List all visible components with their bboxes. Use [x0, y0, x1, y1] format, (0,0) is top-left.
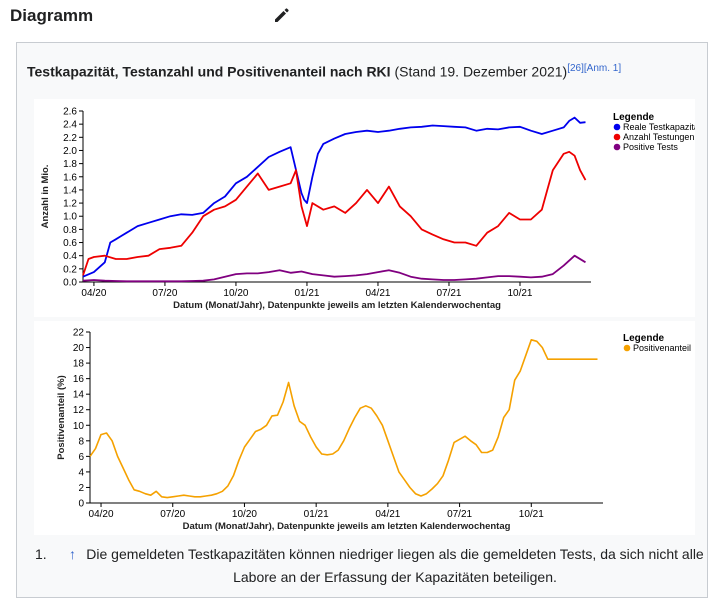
- legend-label-1: Positivenanteil: [633, 343, 691, 353]
- figure-caption: Testkapazität, Testanzahl und Positivena…: [27, 63, 621, 80]
- positivity-chart-svg: 0 2 4 6 8 10 12 14 16 18 20 22 04/20 07/20 10/20 01/21 0…: [56, 328, 691, 533]
- x-axis-label: Datum (Monat/Jahr), Datenpunkte jeweils …: [183, 521, 511, 532]
- reference-link[interactable]: [26]: [567, 63, 584, 74]
- y-tick-label: 10: [73, 421, 85, 432]
- y-axis-label: Anzahl in Mio.: [40, 165, 51, 229]
- caption-title: Testkapazität, Testanzahl und Positivena…: [27, 63, 391, 80]
- legend-label-3: Positive Tests: [623, 142, 678, 152]
- y-tick-label: 2.0: [63, 146, 77, 157]
- series-line-3: [82, 254, 586, 283]
- x-axis-label: Datum (Monat/Jahr), Datenpunkte jeweils …: [173, 300, 501, 311]
- footnote-backlink-arrow-icon[interactable]: ↑: [69, 546, 76, 562]
- legend-label-1: Reale Testkapazität: [623, 122, 695, 132]
- y-tick-label: 1.0: [63, 212, 77, 223]
- y-tick-label: 8: [78, 436, 84, 447]
- series-line-1: [82, 116, 586, 278]
- y-tick-label: 0.6: [63, 238, 77, 249]
- x-tick-label: 10/21: [507, 288, 532, 299]
- y-tick-label: 20: [73, 343, 85, 354]
- x-tick-label: 04/21: [375, 509, 400, 520]
- caption-date: (Stand 19. Dezember 2021): [390, 63, 568, 80]
- footnote-number: 1.: [35, 546, 47, 562]
- x-tick-label: 07/21: [436, 288, 461, 299]
- legend-title: Legende: [613, 112, 655, 123]
- y-tick-label: 1.8: [63, 159, 77, 170]
- legend-marker-3: [613, 143, 621, 151]
- y-tick-label: 14: [73, 390, 85, 401]
- legend-marker-2: [613, 133, 621, 141]
- y-tick-label: 0.8: [63, 225, 77, 236]
- capacity-chart-svg: 0.0 0.2 0.4 0.6 0.8 1.0 1.2 1.4 1.6 1.8 2.0 2.2 2.4 2…: [40, 107, 702, 312]
- y-tick-label: 16: [73, 374, 85, 385]
- legend-label-2: Anzahl Testungen: [623, 132, 694, 142]
- x-tick-label: 10/20: [232, 509, 257, 520]
- section-title: Diagramm: [10, 6, 94, 25]
- x-tick-label: 01/21: [304, 509, 329, 520]
- y-tick-label: 22: [73, 328, 85, 339]
- series-line-1: [89, 338, 598, 499]
- y-tick-label: 2: [78, 483, 84, 494]
- y-tick-label: 2.4: [63, 120, 77, 131]
- y-tick-label: 0.4: [63, 251, 77, 262]
- y-tick-label: 2.2: [63, 133, 77, 144]
- legend-title: Legende: [623, 333, 665, 344]
- series-line-2: [82, 150, 587, 276]
- x-tick-label: 10/20: [223, 288, 248, 299]
- y-tick-label: 18: [73, 359, 85, 370]
- annotation-link[interactable]: [Anm. 1]: [583, 63, 622, 74]
- positivity-chart: 0 2 4 6 8 10 12 14 16 18 20 22 04/20 07/20 10/20 01/21 0…: [34, 321, 695, 535]
- y-tick-label: 1.6: [63, 172, 77, 183]
- x-tick-label: 04/20: [81, 288, 106, 299]
- y-axis-label: Positivenanteil (%): [56, 375, 67, 459]
- y-tick-label: 0.0: [63, 278, 77, 289]
- y-tick-label: 6: [78, 452, 84, 463]
- x-tick-label: 04/21: [365, 288, 390, 299]
- x-tick-label: 01/21: [294, 288, 319, 299]
- y-tick-label: 2.6: [63, 107, 77, 118]
- x-tick-label: 07/20: [152, 288, 177, 299]
- legend-marker-1: [613, 123, 621, 131]
- x-tick-label: 07/20: [160, 509, 185, 520]
- figure-frame: Testkapazität, Testanzahl und Positivena…: [16, 42, 708, 598]
- caption-refs: [26][Anm. 1]: [567, 63, 621, 74]
- x-tick-label: 04/20: [89, 509, 114, 520]
- footnote-text: Die gemeldeten Testkapazitäten können ni…: [86, 546, 704, 585]
- legend-marker-1: [623, 344, 631, 352]
- y-tick-label: 1.2: [63, 199, 77, 210]
- y-tick-label: 1.4: [63, 185, 77, 196]
- pencil-icon[interactable]: [272, 5, 292, 25]
- y-tick-label: 0: [78, 499, 84, 510]
- y-tick-label: 4: [78, 467, 84, 478]
- capacity-chart: 0.0 0.2 0.4 0.6 0.8 1.0 1.2 1.4 1.6 1.8 2.0 2.2 2.4 2…: [34, 99, 702, 317]
- x-tick-label: 07/21: [447, 509, 472, 520]
- y-tick-label: 12: [73, 405, 85, 416]
- y-tick-label: 0.2: [63, 264, 77, 275]
- x-tick-label: 10/21: [519, 509, 544, 520]
